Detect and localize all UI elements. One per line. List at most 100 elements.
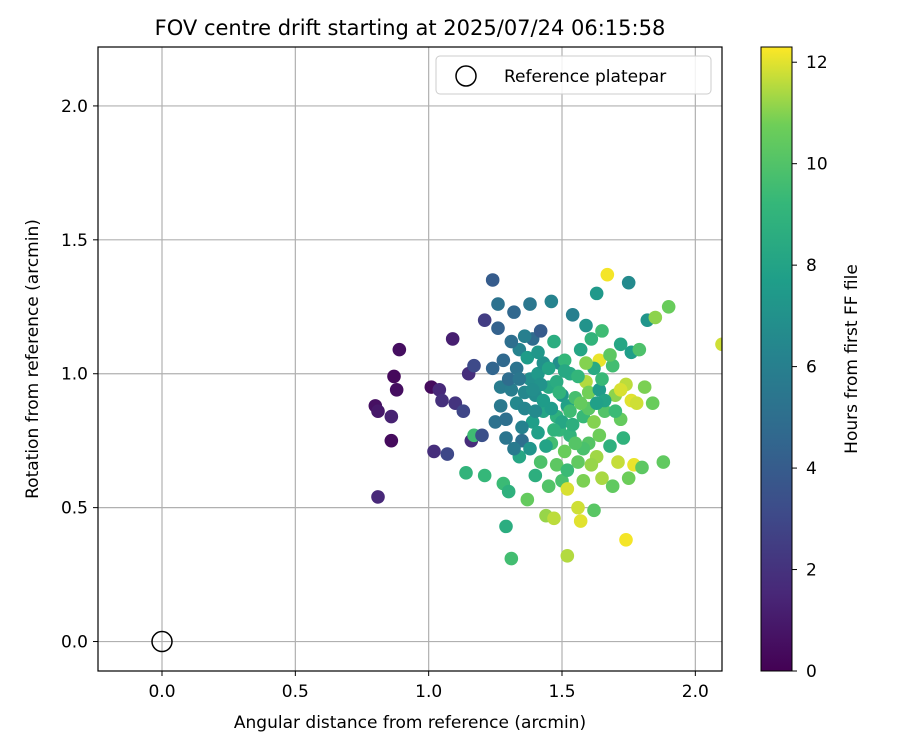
scatter-point bbox=[589, 396, 604, 410]
scatter-point bbox=[456, 404, 471, 419]
scatter-point bbox=[477, 313, 492, 327]
y-axis-ticks: 0.0 0.5 1.0 1.5 2.0 bbox=[61, 97, 98, 653]
scatter-point bbox=[611, 455, 625, 469]
scatter-point bbox=[557, 444, 572, 459]
scatter-point bbox=[560, 463, 575, 477]
scatter-point bbox=[523, 441, 537, 456]
scatter-point bbox=[656, 455, 671, 469]
y-tick-label: 2.0 bbox=[61, 97, 88, 117]
scatter-point bbox=[648, 310, 663, 325]
scatter-point bbox=[517, 329, 532, 344]
plot-area-frame bbox=[97, 46, 723, 672]
scatter-point bbox=[645, 396, 660, 410]
scatter-point bbox=[557, 353, 572, 368]
scatter-point bbox=[581, 385, 596, 400]
x-tick-label: 0.5 bbox=[282, 682, 309, 702]
scatter-point bbox=[595, 471, 609, 485]
colorbar-label: Hours from first FF file bbox=[842, 264, 862, 454]
scatter-point bbox=[565, 417, 580, 432]
colorbar-tick-label: 12 bbox=[806, 53, 828, 73]
scatter-point bbox=[576, 474, 591, 488]
scatter-point bbox=[536, 393, 551, 408]
grid-lines bbox=[98, 47, 722, 671]
scatter-point bbox=[579, 356, 593, 370]
scatter-point bbox=[603, 348, 617, 362]
scatter-point bbox=[507, 441, 521, 456]
scatter-point bbox=[499, 519, 513, 534]
y-axis-label: Rotation from reference (arcmin) bbox=[23, 219, 43, 499]
scatter-point bbox=[459, 466, 473, 480]
scatter-point bbox=[504, 551, 519, 566]
scatter-point bbox=[557, 364, 572, 378]
scatter-point bbox=[563, 404, 577, 419]
x-tick-label: 1.0 bbox=[415, 682, 442, 702]
legend-label-reference: Reference platepar bbox=[504, 67, 666, 87]
scatter-point bbox=[384, 409, 399, 424]
scatter-point bbox=[547, 334, 561, 349]
chart-title: FOV centre drift starting at 2025/07/24 … bbox=[155, 16, 666, 40]
scatter-point bbox=[608, 404, 623, 419]
scatter-point bbox=[533, 324, 548, 338]
scatter-point bbox=[531, 425, 545, 440]
scatter-point bbox=[504, 382, 519, 397]
y-tick-label: 0.0 bbox=[61, 633, 88, 653]
scatter-point bbox=[523, 297, 537, 311]
scatter-point bbox=[571, 500, 585, 515]
scatter-point bbox=[549, 374, 564, 389]
colorbar bbox=[760, 46, 793, 672]
scatter-point bbox=[525, 415, 540, 429]
scatter-point bbox=[605, 479, 620, 494]
colorbar-tick-label: 4 bbox=[806, 459, 817, 479]
scatter-point bbox=[571, 369, 585, 384]
scatter-point bbox=[635, 460, 649, 475]
scatter-point bbox=[573, 514, 588, 528]
scatter-point bbox=[371, 490, 385, 504]
scatter-point bbox=[549, 457, 564, 472]
scatter-point bbox=[528, 404, 543, 419]
scatter-point bbox=[616, 431, 631, 445]
scatter-point bbox=[547, 423, 561, 437]
scatter-point bbox=[440, 447, 455, 461]
x-tick-label: 0.0 bbox=[148, 682, 175, 702]
scatter-point bbox=[619, 532, 633, 547]
x-axis-label: Angular distance from reference (arcmin) bbox=[234, 713, 586, 733]
scatter-point bbox=[661, 299, 676, 314]
scatter-point bbox=[573, 342, 588, 357]
scatter-point bbox=[488, 415, 503, 429]
scatter-point bbox=[613, 382, 628, 397]
x-tick-label: 2.0 bbox=[682, 682, 709, 702]
scatter-point bbox=[512, 372, 527, 386]
scatter-point bbox=[621, 471, 636, 485]
x-axis-ticks: 0.0 0.5 1.0 1.5 2.0 bbox=[148, 671, 709, 702]
legend: Reference platepar bbox=[435, 55, 712, 95]
scatter-point bbox=[579, 318, 593, 333]
scatter-point bbox=[499, 431, 513, 445]
scatter-point bbox=[491, 297, 505, 311]
scatter-point bbox=[520, 492, 535, 507]
scatter-point bbox=[560, 549, 575, 563]
legend-marker-reference bbox=[455, 65, 477, 87]
scatter-point bbox=[587, 415, 601, 429]
scatter-point bbox=[491, 321, 505, 336]
scatter-point bbox=[392, 342, 407, 357]
scatter-point bbox=[499, 412, 513, 427]
scatter-point bbox=[565, 308, 580, 322]
scatter-point bbox=[384, 433, 399, 448]
y-tick-label: 1.5 bbox=[61, 231, 88, 251]
y-tick-label: 0.5 bbox=[61, 499, 88, 519]
scatter-point bbox=[552, 385, 567, 400]
data-points bbox=[368, 267, 722, 566]
scatter-point bbox=[621, 275, 636, 290]
scatter-point bbox=[571, 455, 585, 469]
scatter-point bbox=[592, 382, 607, 397]
scatter-point bbox=[568, 436, 583, 451]
colorbar-tick-label: 8 bbox=[806, 256, 817, 276]
scatter-point bbox=[595, 324, 609, 338]
legend-box bbox=[435, 55, 712, 95]
scatter-point bbox=[467, 358, 481, 373]
scatter-point bbox=[541, 479, 556, 494]
scatter-point bbox=[485, 273, 500, 287]
scatter-point bbox=[603, 439, 617, 453]
scatter-point bbox=[595, 372, 609, 386]
scatter-point bbox=[507, 305, 521, 319]
